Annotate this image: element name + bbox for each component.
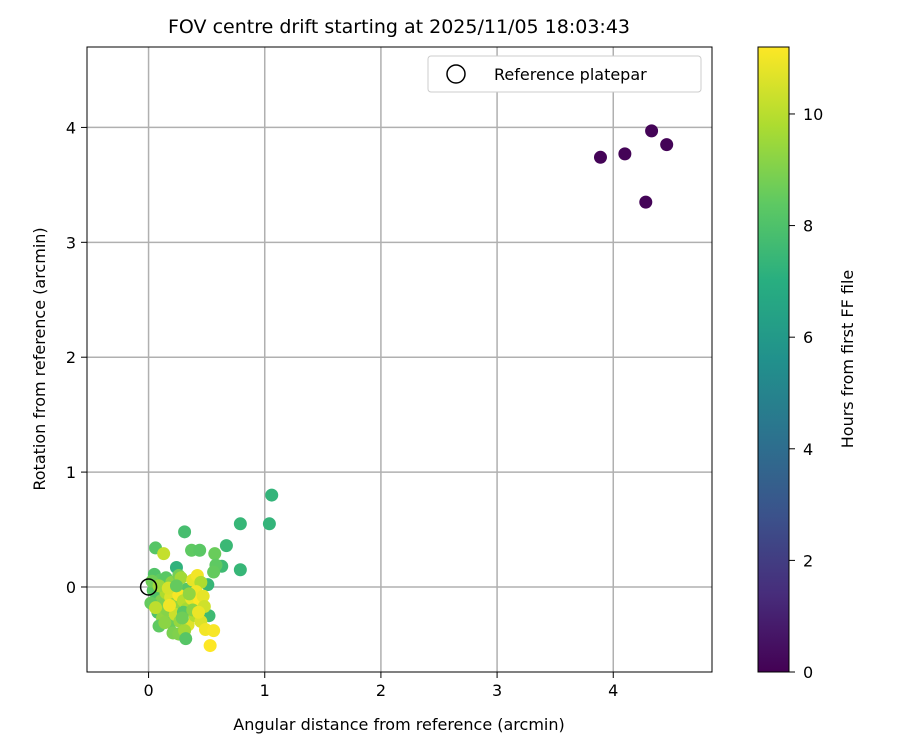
colorbar-tick-label: 8 <box>803 217 813 236</box>
data-point <box>157 547 171 561</box>
colorbar-tick-label: 0 <box>803 663 813 682</box>
plot-area <box>87 47 712 672</box>
x-axis-ticks: 0 1 2 3 4 <box>143 672 618 700</box>
data-point <box>207 565 221 579</box>
data-point <box>265 488 279 502</box>
colorbar-ticks: 0 2 4 6 8 10 <box>789 105 823 682</box>
data-point <box>178 525 192 539</box>
y-tick-label: 0 <box>66 578 76 597</box>
y-axis-ticks: 0 1 2 3 4 <box>66 118 87 597</box>
x-tick-label: 3 <box>492 681 502 700</box>
colorbar-tick-label: 10 <box>803 105 823 124</box>
data-point <box>207 624 221 638</box>
x-tick-label: 4 <box>608 681 618 700</box>
x-tick-label: 0 <box>143 681 153 700</box>
data-point <box>158 616 172 630</box>
x-axis-label: Angular distance from reference (arcmin) <box>233 715 564 734</box>
plot-frame <box>86 46 713 673</box>
data-point <box>192 605 206 619</box>
data-point <box>618 147 632 161</box>
legend: Reference platepar <box>427 55 702 93</box>
data-point <box>645 124 659 138</box>
chart-title: FOV centre drift starting at 2025/11/05 … <box>168 16 630 38</box>
x-tick-label: 1 <box>260 681 270 700</box>
data-point <box>203 639 217 653</box>
data-point <box>193 543 207 557</box>
data-point <box>660 138 674 152</box>
grid-lines <box>87 47 712 672</box>
y-tick-label: 3 <box>66 233 76 252</box>
y-tick-label: 4 <box>66 118 76 137</box>
data-point <box>593 150 607 164</box>
data-point <box>162 598 176 612</box>
colorbar-tick-label: 2 <box>803 551 813 570</box>
data-point <box>233 563 247 577</box>
data-point <box>639 195 653 209</box>
legend-reference-icon <box>446 64 466 84</box>
data-point <box>233 517 247 531</box>
colorbar-label: Hours from first FF file <box>838 270 857 449</box>
data-point <box>175 611 189 625</box>
data-point <box>208 547 222 561</box>
legend-box <box>427 55 702 93</box>
colorbar-tick-label: 4 <box>803 440 813 459</box>
y-axis-label: Rotation from reference (arcmin) <box>30 227 49 490</box>
data-points <box>144 124 674 653</box>
colorbar-tick-label: 6 <box>803 328 813 347</box>
data-point <box>169 579 183 593</box>
data-point <box>196 589 210 603</box>
y-tick-label: 2 <box>66 348 76 367</box>
x-tick-label: 2 <box>376 681 386 700</box>
data-point <box>262 517 276 531</box>
y-tick-label: 1 <box>66 463 76 482</box>
data-point <box>219 539 233 553</box>
data-point <box>182 587 196 601</box>
data-point <box>179 632 193 646</box>
colorbar-gradient <box>757 46 790 673</box>
legend-entry-reference: Reference platepar <box>494 65 647 84</box>
reference-platepar-marker <box>139 578 158 596</box>
data-point <box>149 601 163 615</box>
colorbar: 0 2 4 6 8 10 Hours from first FF file <box>757 46 857 682</box>
